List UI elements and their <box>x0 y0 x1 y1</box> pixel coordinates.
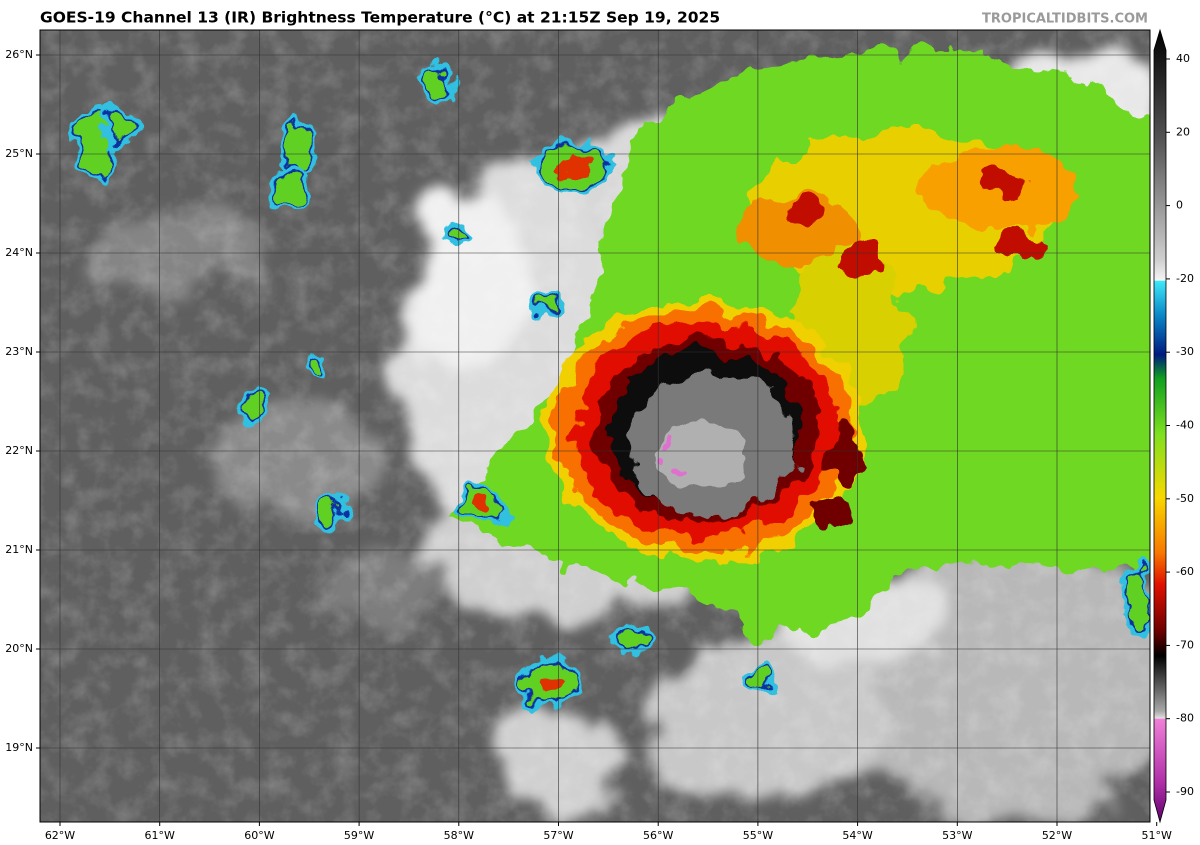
colorbar-label: -90 <box>1176 785 1194 798</box>
cell <box>558 156 590 174</box>
map-frame <box>39 29 1151 823</box>
cell <box>325 500 341 520</box>
cell <box>748 668 772 688</box>
lon-label: 62°W <box>45 829 75 842</box>
lat-label: 26°N <box>5 48 33 61</box>
satellite-image <box>40 30 1150 822</box>
overshoot <box>678 468 686 476</box>
cold-spot <box>840 245 880 275</box>
cell-core <box>816 497 848 529</box>
lat-label: 20°N <box>5 642 33 655</box>
cell <box>274 176 302 208</box>
lat-label: 21°N <box>5 543 33 556</box>
warm-core <box>740 195 860 265</box>
lon-label: 56°W <box>643 829 673 842</box>
lon-label: 58°W <box>444 829 474 842</box>
cell <box>421 68 453 92</box>
cold-spot <box>780 198 820 222</box>
cell <box>542 299 558 311</box>
cell <box>614 630 642 650</box>
cell <box>244 398 268 418</box>
colorbar-label: -40 <box>1176 419 1194 432</box>
colorbar-label: -50 <box>1176 492 1194 505</box>
cell <box>452 229 472 241</box>
colorbar-label: -80 <box>1176 712 1194 725</box>
colorbar-label: -20 <box>1176 272 1194 285</box>
lon-label: 59°W <box>344 829 374 842</box>
watermark: TROPICALTIDBITS.COM <box>982 12 1148 27</box>
cell-core <box>824 425 860 485</box>
lat-label: 24°N <box>5 246 33 259</box>
lon-label: 60°W <box>244 829 274 842</box>
colorbar <box>1153 28 1167 824</box>
lon-label: 54°W <box>842 829 872 842</box>
cell <box>310 357 326 373</box>
lon-label: 55°W <box>743 829 773 842</box>
lat-label: 22°N <box>5 444 33 457</box>
colorbar-label: -70 <box>1176 638 1194 651</box>
lon-label: 53°W <box>942 829 972 842</box>
overshoot <box>658 458 666 466</box>
colorbar-label: 20 <box>1176 125 1190 138</box>
lon-label: 57°W <box>543 829 573 842</box>
cell <box>1128 570 1150 630</box>
lat-label: 25°N <box>5 147 33 160</box>
cold-spot <box>995 230 1045 260</box>
eye-core <box>655 420 745 490</box>
colorbar-label: -30 <box>1176 345 1194 358</box>
lon-label: 52°W <box>1042 829 1072 842</box>
colorbar-label: 40 <box>1176 52 1190 65</box>
colorbar-label: -60 <box>1176 565 1194 578</box>
cell <box>472 498 496 512</box>
cold-spot <box>975 165 1025 195</box>
colorbar-label: 0 <box>1176 199 1183 212</box>
title: GOES-19 Channel 13 (IR) Brightness Tempe… <box>40 9 720 27</box>
cell <box>282 128 310 172</box>
cell <box>104 111 132 139</box>
cell <box>539 673 565 693</box>
lon-label: 61°W <box>145 829 175 842</box>
lat-label: 23°N <box>5 345 33 358</box>
lon-label: 51°W <box>1142 829 1172 842</box>
lat-label: 19°N <box>5 741 33 754</box>
overshoot <box>664 436 672 444</box>
